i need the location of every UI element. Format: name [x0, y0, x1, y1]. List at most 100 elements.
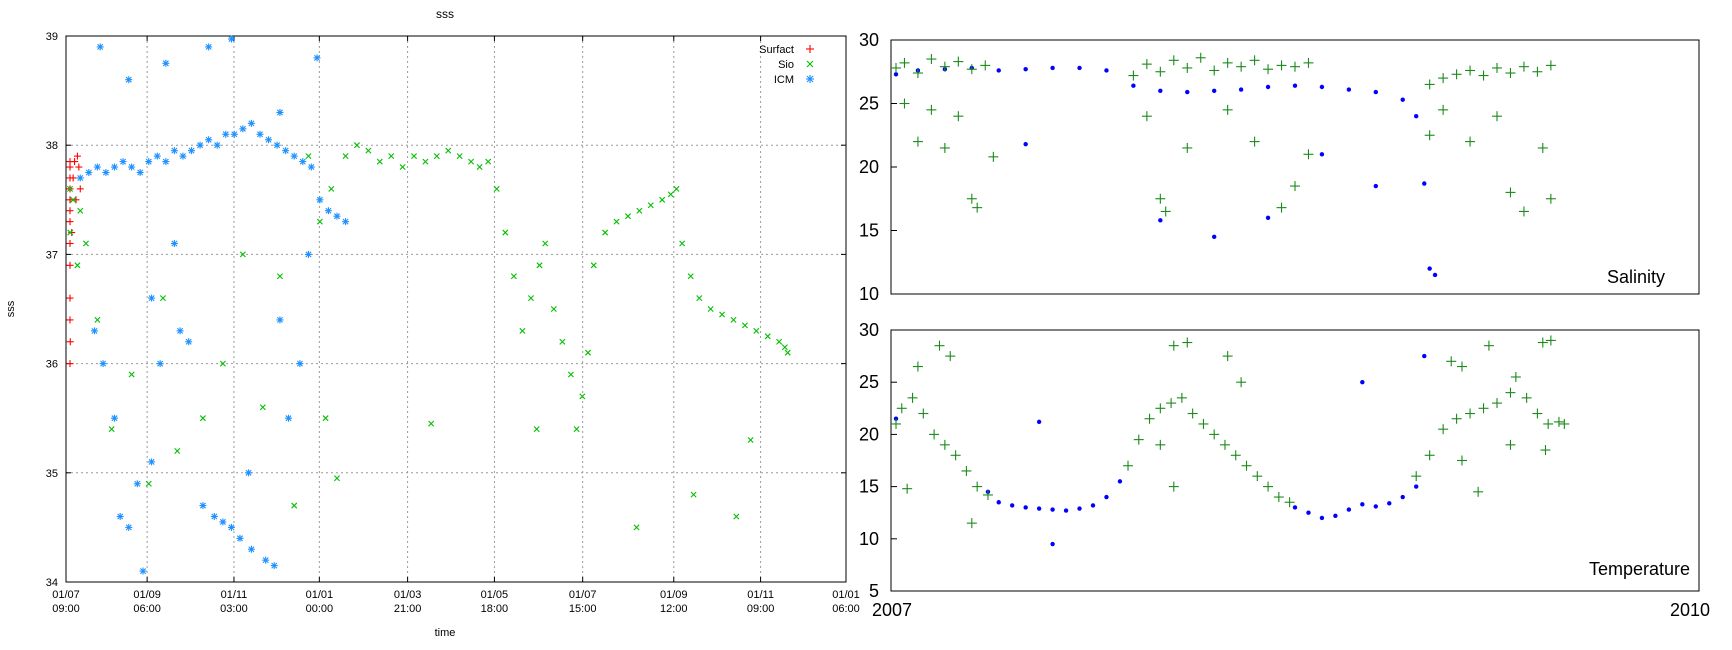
data-point — [1144, 413, 1155, 424]
data-point — [1545, 60, 1556, 71]
data-point — [1077, 65, 1082, 71]
data-point — [1090, 503, 1096, 508]
data-point — [1273, 492, 1284, 503]
data-point — [753, 327, 760, 334]
data-point — [1155, 403, 1166, 414]
y-tick-label: 20 — [859, 157, 879, 177]
y-tick-label: 38 — [46, 140, 58, 152]
data-point — [1276, 60, 1287, 71]
data-point — [148, 458, 156, 466]
y-tick-label: 30 — [859, 30, 879, 50]
data-point — [510, 273, 517, 280]
data-point — [1158, 88, 1163, 94]
data-point — [1141, 111, 1152, 122]
x-tick-label: 09:00 — [747, 603, 775, 615]
data-point — [1222, 57, 1233, 68]
data-point — [1263, 481, 1274, 492]
data-point — [188, 147, 196, 155]
data-point — [66, 360, 74, 368]
data-point — [139, 567, 147, 575]
data-point — [93, 163, 101, 171]
data-point — [972, 202, 983, 213]
data-point — [1319, 515, 1325, 521]
data-point — [633, 524, 640, 531]
data-point — [1518, 61, 1529, 72]
data-point — [1438, 104, 1449, 115]
data-point — [1532, 408, 1543, 419]
data-point — [128, 371, 135, 378]
data-point — [70, 196, 77, 203]
data-point — [907, 392, 918, 403]
data-point — [299, 158, 307, 166]
data-point — [1117, 479, 1123, 484]
data-point — [1319, 84, 1325, 90]
data-point — [961, 465, 972, 476]
x-tick-label: 01/01 — [306, 589, 334, 601]
x-tick-label: 2007 — [872, 600, 912, 620]
x-tick-label: 01/07 — [52, 589, 80, 601]
data-point — [1292, 505, 1298, 510]
data-point — [1400, 97, 1405, 102]
data-point — [1249, 136, 1260, 147]
data-point — [74, 262, 81, 269]
data-point — [624, 213, 631, 220]
data-point — [245, 469, 253, 477]
data-point — [1537, 142, 1548, 153]
data-point — [162, 59, 170, 67]
data-point — [1128, 70, 1139, 81]
data-point — [730, 316, 737, 323]
data-point — [590, 262, 597, 269]
data-point — [1198, 418, 1209, 429]
data-point — [1478, 403, 1489, 414]
data-point — [66, 207, 74, 215]
data-point — [1252, 471, 1263, 482]
data-point — [1195, 52, 1206, 63]
data-point — [1158, 218, 1163, 223]
data-point — [136, 169, 144, 176]
data-point — [291, 502, 298, 509]
data-point — [376, 158, 383, 165]
data-point — [1236, 377, 1247, 388]
data-point — [1290, 181, 1300, 192]
data-point — [776, 338, 783, 345]
data-point — [747, 437, 754, 444]
data-point — [239, 125, 247, 133]
data-point — [69, 174, 77, 182]
legend: Surfact Sio ICM — [759, 44, 814, 86]
data-point — [1387, 501, 1392, 506]
data-point — [313, 54, 321, 62]
data-point — [162, 158, 170, 166]
x-tick-label: 12:00 — [660, 603, 688, 615]
data-point — [227, 523, 235, 531]
data-point — [585, 349, 592, 356]
x-tick-label: 01/11 — [747, 589, 774, 601]
data-point — [1209, 429, 1220, 440]
x-axis-label: time — [435, 627, 456, 639]
data-point — [1492, 111, 1502, 122]
data-point — [950, 450, 961, 461]
sss-scatter-chart: sss 34 35 36 37 38 39 01/07 09:00 01/09 06:00 01/… — [5, 7, 860, 639]
data-point — [953, 111, 964, 122]
data-point — [1212, 234, 1217, 240]
data-point — [353, 142, 360, 149]
data-point — [66, 239, 74, 247]
data-point — [227, 35, 235, 43]
data-point — [307, 163, 315, 171]
data-point — [1010, 503, 1015, 508]
y-tick-label: 15 — [859, 477, 879, 497]
data-point — [1249, 55, 1260, 66]
data-point — [764, 333, 771, 340]
data-point — [1063, 508, 1069, 513]
data-point — [410, 153, 418, 160]
y-tick-label: 15 — [859, 221, 879, 241]
data-point — [133, 480, 141, 488]
series-blue-dots — [893, 353, 1427, 547]
data-point — [926, 104, 937, 115]
data-point — [1265, 84, 1271, 90]
data-point — [96, 43, 104, 51]
data-point — [108, 426, 115, 433]
data-point — [433, 153, 440, 160]
data-point — [1478, 70, 1489, 81]
x-tick-label: 09:00 — [52, 603, 80, 615]
data-point — [1465, 136, 1476, 147]
